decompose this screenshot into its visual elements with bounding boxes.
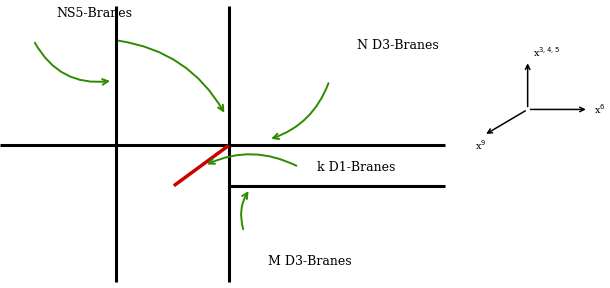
Text: NS5-Branes: NS5-Branes — [57, 7, 132, 20]
Text: x$^{9}$: x$^{9}$ — [475, 138, 486, 152]
Text: N D3-Branes: N D3-Branes — [357, 39, 439, 52]
Text: x$^{6}$: x$^{6}$ — [594, 103, 605, 116]
Text: x$^{3,4,5}$: x$^{3,4,5}$ — [533, 45, 559, 59]
Text: k D1-Branes: k D1-Branes — [317, 160, 395, 174]
Text: M D3-Branes: M D3-Branes — [268, 255, 352, 268]
